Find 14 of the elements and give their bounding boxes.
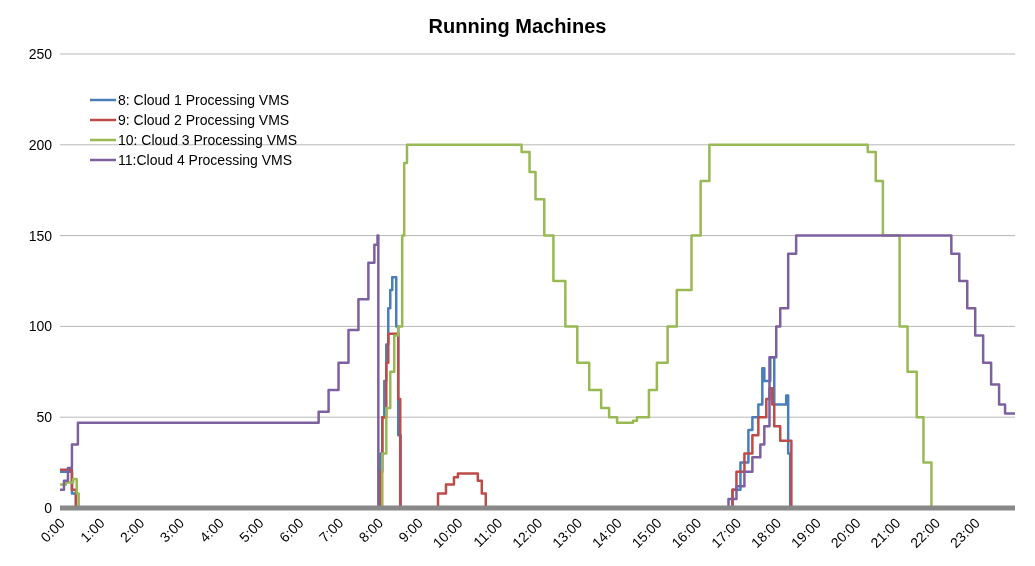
y-tick-label: 0 <box>44 499 53 516</box>
y-tick-label: 50 <box>36 409 53 426</box>
y-tick-label: 150 <box>28 227 53 244</box>
y-tick-label: 200 <box>28 136 53 153</box>
legend-label: 10: Cloud 3 Processing VMS <box>118 131 297 150</box>
chart-title: Running Machines <box>427 14 608 39</box>
legend-label: 8: Cloud 1 Processing VMS <box>118 91 290 110</box>
legend-label: 11:Cloud 4 Processing VMS <box>118 151 293 170</box>
x-tick-label: 9:00 <box>395 514 427 546</box>
y-tick-label: 250 <box>28 45 53 62</box>
x-tick-label: 0:00 <box>37 514 68 546</box>
x-tick-label: 4:00 <box>196 514 228 546</box>
legend-label: 9: Cloud 2 Processing VMS <box>118 111 290 130</box>
y-tick-label: 100 <box>28 318 53 335</box>
